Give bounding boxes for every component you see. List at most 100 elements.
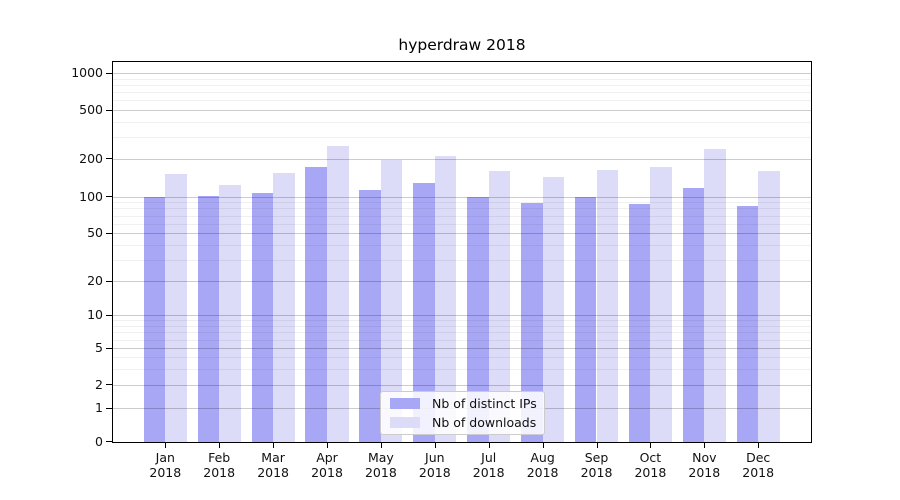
y-axis-tick-label: 20 xyxy=(87,273,103,288)
bar-distinct-ips xyxy=(413,182,435,442)
x-tick-month: Feb xyxy=(208,449,231,465)
y-axis-tick-label: 1 xyxy=(95,400,103,416)
y-tick-mark xyxy=(106,72,112,74)
bar-downloads xyxy=(704,149,726,442)
bar-downloads xyxy=(327,145,349,442)
x-tick-mark xyxy=(650,442,652,448)
gridline-major xyxy=(113,233,811,235)
gridline-minor xyxy=(113,85,811,87)
gridline-minor xyxy=(113,137,811,139)
gridline-minor xyxy=(113,121,811,123)
y-tick-mark xyxy=(106,407,112,409)
x-tick-year: 2018 xyxy=(472,465,505,480)
bar-distinct-ips xyxy=(736,205,759,442)
x-tick-mark xyxy=(596,442,598,448)
bar-downloads xyxy=(488,170,511,442)
y-tick-mark xyxy=(106,384,112,386)
gridline-major xyxy=(113,110,811,111)
y-axis-tick-label: 0 xyxy=(95,433,103,449)
bar-distinct-ips xyxy=(197,195,220,442)
gridline-major xyxy=(113,348,811,350)
x-tick-year: 2018 xyxy=(311,465,343,480)
gridline-minor xyxy=(113,368,811,370)
y-tick-mark xyxy=(106,196,112,198)
x-axis-tick-label: Oct 2018 xyxy=(610,450,690,481)
gridline-minor xyxy=(113,78,811,80)
gridline-minor xyxy=(113,202,811,204)
y-axis-tick-label: 500 xyxy=(79,102,103,117)
gridline-major xyxy=(113,315,811,316)
bar-downloads xyxy=(219,184,241,442)
legend-item-downloads: Nb of downloads xyxy=(381,415,544,430)
gridline-minor xyxy=(113,320,811,322)
plot-area xyxy=(112,61,812,443)
gridline-minor xyxy=(113,208,811,210)
chart-title: hyperdraw 2018 xyxy=(398,36,526,54)
bar-downloads xyxy=(380,159,403,442)
x-tick-mark xyxy=(488,442,490,448)
gridline-major xyxy=(113,73,811,75)
x-axis-tick-label: Apr 2018 xyxy=(287,450,367,481)
x-tick-mark xyxy=(327,442,328,448)
x-tick-mark xyxy=(380,442,382,448)
bar-distinct-ips xyxy=(305,167,327,442)
y-axis-tick-label: 5 xyxy=(95,340,103,356)
x-axis-tick-label: Jun 2018 xyxy=(395,450,475,481)
bar-downloads xyxy=(758,171,780,442)
x-tick-year: 2018 xyxy=(526,465,559,480)
x-tick-month: Jun xyxy=(425,449,445,465)
x-tick-year: 2018 xyxy=(688,465,721,480)
x-axis-tick-label: May 2018 xyxy=(341,450,421,481)
x-tick-mark xyxy=(704,442,706,448)
gridline-minor xyxy=(113,325,811,327)
gridline-minor xyxy=(113,244,811,246)
x-axis-tick-label: Nov 2018 xyxy=(664,450,744,481)
y-tick-mark xyxy=(106,314,112,316)
gridline-minor xyxy=(113,259,811,261)
gridline-minor xyxy=(113,100,811,102)
legend-swatch-distinct-ips xyxy=(390,398,420,409)
x-tick-mark xyxy=(542,442,544,448)
x-tick-month: May xyxy=(367,449,394,465)
bar-distinct-ips xyxy=(574,196,597,442)
x-tick-month: Jan xyxy=(155,449,175,465)
bar-downloads xyxy=(542,176,565,442)
x-tick-year: 2018 xyxy=(203,465,236,480)
y-tick-mark xyxy=(106,158,112,159)
y-axis-tick-label: 100 xyxy=(79,188,103,204)
y-tick-mark xyxy=(106,280,112,282)
x-tick-month: Jul xyxy=(481,449,497,465)
x-tick-month: Apr xyxy=(316,449,338,465)
bar-distinct-ips xyxy=(521,202,543,442)
y-axis-tick-label: 1000 xyxy=(71,65,103,81)
x-axis-tick-label: Mar 2018 xyxy=(233,450,313,481)
x-tick-year: 2018 xyxy=(418,465,451,480)
x-axis-tick-label: Dec 2018 xyxy=(718,450,798,481)
x-tick-year: 2018 xyxy=(634,465,667,480)
legend-label-distinct-ips: Nb of distinct IPs xyxy=(432,396,537,411)
bar-distinct-ips xyxy=(467,197,489,442)
y-axis-tick-label: 2 xyxy=(95,376,103,392)
x-tick-month: Dec xyxy=(746,449,771,465)
x-tick-year: 2018 xyxy=(257,465,289,480)
bar-downloads xyxy=(596,169,619,442)
y-tick-mark xyxy=(106,109,112,111)
bar-downloads xyxy=(650,167,672,442)
gridline-minor xyxy=(113,332,811,334)
legend-label-downloads: Nb of downloads xyxy=(432,415,537,430)
gridline-major xyxy=(113,196,811,198)
gridline-minor xyxy=(113,339,811,341)
gridline-major xyxy=(113,384,811,386)
gridline-minor xyxy=(113,223,811,225)
x-axis-tick-label: Sep 2018 xyxy=(557,450,637,481)
y-tick-mark xyxy=(106,232,112,234)
x-axis-tick-label: Jul 2018 xyxy=(449,450,529,481)
bar-distinct-ips xyxy=(143,197,166,442)
x-tick-month: Sep xyxy=(584,449,609,465)
gridline-major xyxy=(113,158,811,160)
x-tick-mark xyxy=(758,442,760,448)
bar-distinct-ips xyxy=(628,203,651,442)
y-axis-tick-label: 200 xyxy=(79,150,103,166)
legend-swatch-downloads xyxy=(390,417,420,428)
